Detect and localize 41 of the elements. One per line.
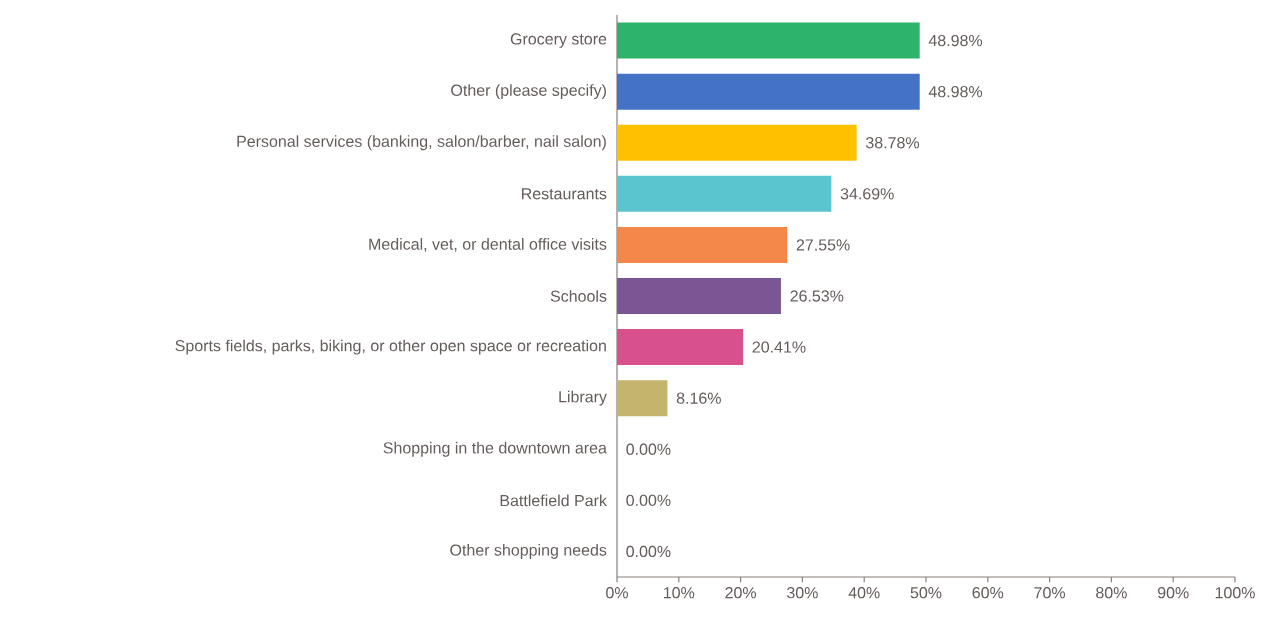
x-tick-label: 70% <box>1034 587 1066 599</box>
data-label: 34.69% <box>840 188 894 200</box>
y-tick-label: Grocery store <box>510 33 607 48</box>
x-tick-label: 100% <box>1215 587 1255 599</box>
bar <box>617 278 781 314</box>
y-tick-label: Other (please specify) <box>451 84 606 100</box>
x-tick-label: 20% <box>725 587 757 599</box>
data-label: 0.00% <box>626 545 671 558</box>
y-tick-label: Battlefield Park <box>500 494 607 507</box>
y-tick-label: Personal services (banking, salon/barber, nail salon) <box>237 135 606 151</box>
y-tick-label: Medical, vet, or dental office visits <box>369 238 607 252</box>
bar <box>617 73 920 110</box>
bar <box>617 329 744 366</box>
data-label: 27.55% <box>796 239 850 251</box>
bar <box>617 226 788 263</box>
data-label: 38.78% <box>865 137 920 149</box>
y-tick-label: Library <box>559 390 607 406</box>
x-tick-label: 40% <box>848 587 880 599</box>
bar <box>617 22 920 59</box>
data-label: 48.98% <box>928 34 983 47</box>
y-tick-label: Sports fields, parks, biking, or other open space or recreation <box>175 339 606 355</box>
x-tick-label: 90% <box>1157 587 1189 599</box>
x-tick-label: 80% <box>1096 587 1127 599</box>
data-label: 8.16% <box>676 392 721 404</box>
data-label: 0.00% <box>626 443 671 455</box>
bar <box>617 175 832 212</box>
data-label: 26.53% <box>790 290 844 302</box>
data-label: 0.00% <box>626 494 671 507</box>
bar <box>617 124 857 161</box>
data-label: 48.98% <box>928 85 983 98</box>
y-tick-label: Schools <box>550 290 607 302</box>
x-tick-label: 10% <box>664 587 695 599</box>
y-tick-label: Other shopping needs <box>450 544 607 559</box>
y-tick-label: Restaurants <box>522 188 607 200</box>
x-tick-label: 30% <box>787 587 818 599</box>
x-tick-label: 50% <box>910 587 942 599</box>
bar <box>617 380 668 417</box>
x-tick-label: 60% <box>972 587 1004 599</box>
y-tick-label: Shopping in the downtown area <box>383 441 607 457</box>
data-label: 20.41% <box>752 341 806 353</box>
x-tick-label: 0% <box>606 587 628 599</box>
